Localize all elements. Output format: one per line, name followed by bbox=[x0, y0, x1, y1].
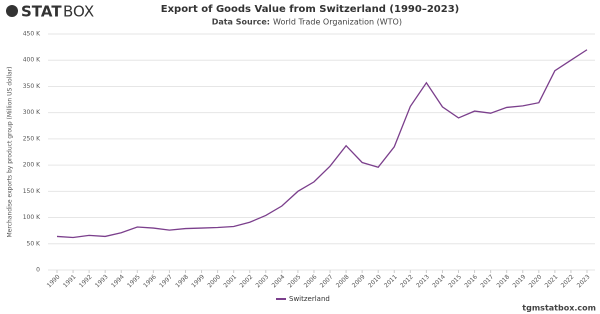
source: World Trade Organization (WTO) bbox=[273, 18, 402, 27]
x-tick-label: 2006 bbox=[303, 273, 319, 289]
x-tick-label: 1994 bbox=[110, 273, 126, 289]
y-tick-label: 100 K bbox=[23, 214, 41, 221]
x-tick-label: 2017 bbox=[479, 273, 495, 289]
logo-icon bbox=[6, 5, 18, 17]
x-tick-label: 2021 bbox=[544, 273, 560, 289]
logo-bold: STAT bbox=[21, 3, 62, 21]
logo-light: BOX bbox=[63, 3, 94, 21]
x-tick-label: 2018 bbox=[495, 273, 511, 289]
chart-title: Export of Goods Value from Switzerland (… bbox=[161, 4, 459, 15]
x-tick-label: 1998 bbox=[174, 273, 190, 289]
website: tgmstatbox.com bbox=[522, 304, 596, 313]
y-tick-label: 200 K bbox=[23, 162, 41, 169]
x-tick-label: 1990 bbox=[46, 273, 62, 289]
x-tick-label: 1993 bbox=[94, 273, 110, 289]
y-tick-label: 400 K bbox=[23, 57, 41, 64]
x-tick-label: 2011 bbox=[383, 273, 399, 289]
x-tick-label: 2007 bbox=[319, 273, 335, 289]
source-label: Data Source: bbox=[212, 18, 270, 27]
y-tick-label: 450 K bbox=[23, 31, 41, 38]
x-tick-label: 2012 bbox=[399, 273, 415, 289]
x-tick-label: 1997 bbox=[158, 273, 174, 289]
x-tick-label: 2014 bbox=[431, 273, 447, 289]
y-tick-label: 50 K bbox=[27, 240, 42, 247]
x-tick-label: 2008 bbox=[335, 273, 351, 289]
y-tick-label: 250 K bbox=[23, 135, 41, 142]
x-tick-label: 2004 bbox=[271, 273, 287, 289]
x-tick-label: 1992 bbox=[78, 273, 94, 289]
x-tick-label: 2005 bbox=[287, 273, 303, 289]
x-tick-label: 1995 bbox=[126, 273, 142, 289]
logo: STAT BOX bbox=[6, 3, 94, 21]
legend-label: Switzerland bbox=[289, 295, 330, 303]
x-tick-label: 2016 bbox=[463, 273, 479, 289]
x-tick-label: 1996 bbox=[142, 273, 158, 289]
x-tick-label: 2002 bbox=[238, 273, 254, 289]
x-tick-label: 2013 bbox=[415, 273, 431, 289]
y-tick-label: 350 K bbox=[23, 83, 41, 90]
x-tick-label: 2000 bbox=[206, 273, 222, 289]
y-tick-label: 150 K bbox=[23, 188, 41, 195]
x-tick-label: 1991 bbox=[62, 273, 78, 289]
x-tick-label: 2022 bbox=[560, 273, 576, 289]
y-tick-label: 300 K bbox=[23, 109, 41, 116]
x-tick-label: 2003 bbox=[255, 273, 271, 289]
x-tick-label: 2023 bbox=[576, 273, 592, 289]
x-tick-label: 2020 bbox=[528, 273, 544, 289]
x-tick-label: 2001 bbox=[222, 273, 238, 289]
y-tick-label: 0 bbox=[36, 267, 40, 274]
x-tick-label: 2015 bbox=[447, 273, 463, 289]
y-axis-label: Merchandise exports by product group (Mi… bbox=[7, 66, 14, 237]
line bbox=[56, 49, 588, 239]
x-tick-label: 2009 bbox=[351, 273, 367, 289]
x-tick-label: 1999 bbox=[190, 273, 206, 289]
x-tick-label: 2019 bbox=[511, 273, 527, 289]
x-tick-label: 2010 bbox=[367, 273, 383, 289]
